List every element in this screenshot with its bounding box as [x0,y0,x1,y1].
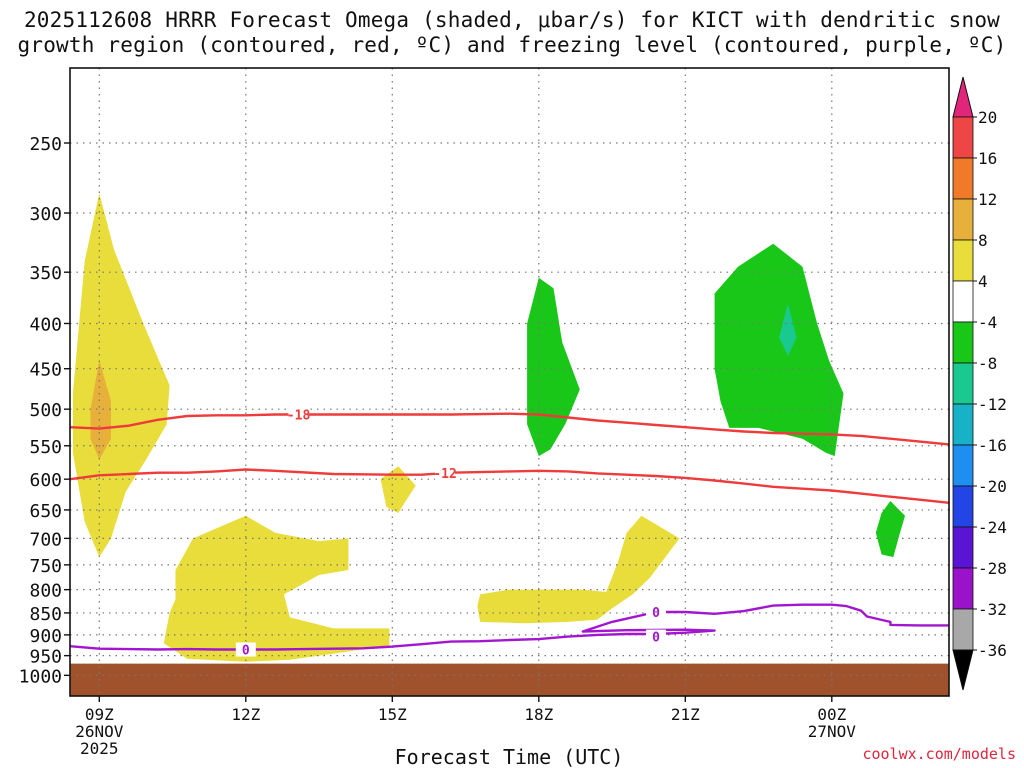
omega-region-rise-15z [380,466,416,513]
freezing-level-0-label: 0 [242,644,250,659]
freezing-level-1-label: 0 [652,606,660,621]
colorbar-bin-8 [952,239,974,282]
freezing-level-2-label: 0 [652,631,660,646]
omega-region-rise-09z [72,193,170,558]
temp-contour--12-label: -12 [433,467,456,482]
colorbar-bin--20 [952,485,974,528]
omega-region-rise-18z-low [477,515,680,624]
y-tick-label-600: 600 [29,470,62,491]
pressure-axis: 2503003504004505005506006507007508008509… [19,134,70,687]
watermark: coolwx.com/models [862,745,1016,763]
colorbar-bin--24 [952,526,974,569]
omega-region-sink-23z [714,243,844,457]
y-tick-label-500: 500 [29,400,62,421]
x-tick-label-21Z: 21Z [671,705,700,724]
x-tick-year-09Z: 2025 [80,739,119,758]
x-tick-date-09Z: 26NOV [75,722,124,741]
x-tick-date-00Z: 27NOV [808,722,857,741]
x-tick-label-00Z: 00Z [817,705,846,724]
colorbar-label--32: -32 [978,600,1007,619]
ground-layer [70,663,949,696]
colorbar-bin--28 [952,567,974,610]
colorbar-label-16: 16 [978,149,997,168]
colorbar-label--4: -4 [978,313,997,332]
colorbar-label--12: -12 [978,395,1007,414]
y-tick-label-650: 650 [29,501,62,522]
colorbar-top-arrow [952,76,974,118]
freezing-level-2-label-bg [646,629,666,644]
colorbar-label-8: 8 [978,231,988,250]
chart-title-line-1: 2025112608 HRRR Forecast Omega (shaded, … [23,8,1001,32]
y-tick-label-550: 550 [29,437,62,458]
colorbar-label-4: 4 [978,272,988,291]
freezing-level-0-label-bg [235,642,256,657]
omega-region-sink-18z [527,277,580,457]
colorbar-label--8: -8 [978,354,997,373]
colorbar-bin-20 [952,116,974,159]
temp-contour--18-label-bg [288,407,309,422]
grid-layer [70,68,949,696]
y-tick-label-700: 700 [29,529,62,550]
colorbar-label--24: -24 [978,518,1007,537]
temp-contour--12-label-bg [435,466,456,481]
colorbar-label--28: -28 [978,559,1007,578]
x-tick-label-12Z: 12Z [231,705,260,724]
x-tick-label-15Z: 15Z [378,705,407,724]
y-tick-label-750: 750 [29,556,62,577]
y-tick-label-950: 950 [29,647,62,668]
omega-region-sink-02z [875,501,905,558]
colorbar: 20 16 12 8 4 -4 -8 -12 -16 -20 -24 -28 -32 -36 [952,76,1007,691]
y-tick-label-900: 900 [29,626,62,647]
colorbar-bin-12 [952,198,974,241]
omega-region-rise-09z-core [90,360,111,460]
colorbar-bin-16 [952,157,974,200]
colorbar-label--20: -20 [978,477,1007,496]
ground-fill [70,663,949,696]
omega-region-rise-12z-low [163,515,390,662]
temp-contour--18 [69,412,950,446]
temp-contour--12 [69,468,950,504]
y-tick-label-300: 300 [29,204,62,225]
y-tick-label-350: 350 [29,263,62,284]
colorbar-bin--4 [952,321,974,364]
y-tick-label-450: 450 [29,360,62,381]
x-axis-label: Forecast Time (UTC) [395,745,624,768]
temp-contour--18-label: -18 [287,409,311,424]
omega-region-sink-23z-core [779,303,797,356]
colorbar-label--16: -16 [978,436,1007,455]
colorbar-bin--8 [952,362,974,405]
y-tick-label-400: 400 [29,314,62,335]
x-tick-label-09Z: 09Z [85,705,114,724]
x-tick-label-18Z: 18Z [524,705,553,724]
colorbar-label--36: -36 [978,641,1007,660]
chart-title-line-2: growth region (contoured, red, ºC) and f… [17,33,1007,57]
y-tick-label-250: 250 [29,134,62,155]
omega-fill-layer [72,193,905,662]
y-tick-label-1000: 1000 [19,666,62,687]
freezing-level-1-label-bg [646,605,666,620]
y-tick-label-850: 850 [29,604,62,625]
colorbar-label-20: 20 [978,108,997,127]
colorbar-bottom-arrow [952,649,974,691]
colorbar-bin-4 [952,280,974,323]
colorbar-bin--12 [952,403,974,446]
contour-layer: -18 -12 0 0 0 [69,407,950,659]
colorbar-label-12: 12 [978,190,997,209]
plot-frame [69,67,950,697]
colorbar-bin--16 [952,444,974,487]
y-tick-label-800: 800 [29,581,62,602]
colorbar-bin--32 [952,608,974,651]
